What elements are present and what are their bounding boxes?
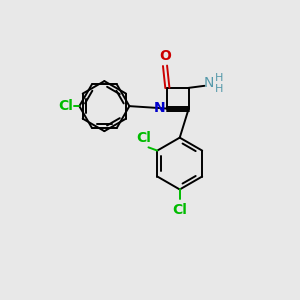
Text: N: N (204, 76, 214, 90)
Text: Cl: Cl (58, 99, 73, 113)
Text: O: O (159, 50, 171, 63)
Text: H: H (215, 84, 224, 94)
Text: N: N (153, 101, 165, 116)
Text: H: H (215, 74, 224, 83)
Text: Cl: Cl (136, 131, 151, 145)
Text: Cl: Cl (172, 203, 187, 217)
